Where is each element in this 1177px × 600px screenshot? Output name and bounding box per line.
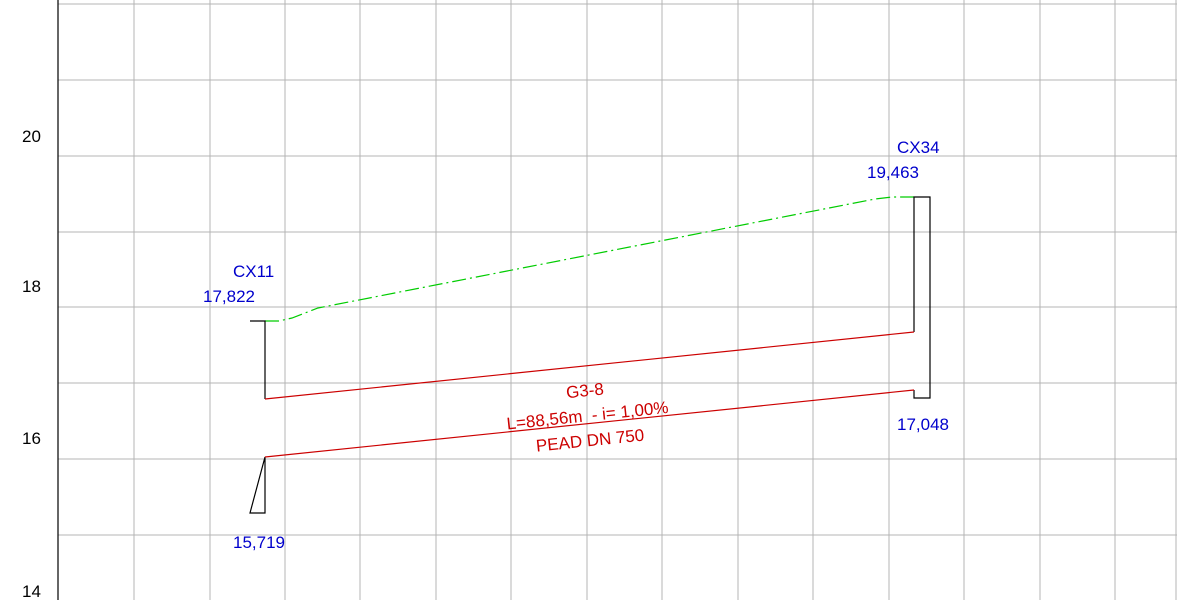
y-axis-label-14: 14 (22, 582, 41, 600)
pipe-material-label: PEAD DN 750 (535, 426, 645, 456)
y-axis-label-16: 16 (22, 429, 41, 448)
y-axis-label-18: 18 (22, 277, 41, 296)
pipe-length-slope-label: L=88,56m - i= 1,00% (506, 398, 670, 434)
pipe-crown-line (264, 331, 915, 400)
grid (58, 0, 1177, 600)
manhole-top-elev-cx11: 17,822 (203, 287, 255, 306)
terrain-line (265, 196, 914, 322)
manhole-bottom-elev-cx11: 15,719 (233, 533, 285, 552)
pipe-invert-line (264, 389, 915, 458)
manhole-name-cx34: CX34 (897, 138, 940, 157)
manhole-top-elev-cx34: 19,463 (867, 163, 919, 182)
manhole-name-cx11: CX11 (233, 262, 274, 281)
manhole-cx11 (249, 320, 266, 514)
manhole-bottom-elev-cx34: 17,048 (897, 415, 949, 434)
manhole-cx34 (913, 196, 931, 399)
y-axis-label-20: 20 (22, 127, 41, 146)
pipe-id-label: G3-8 (565, 379, 605, 402)
